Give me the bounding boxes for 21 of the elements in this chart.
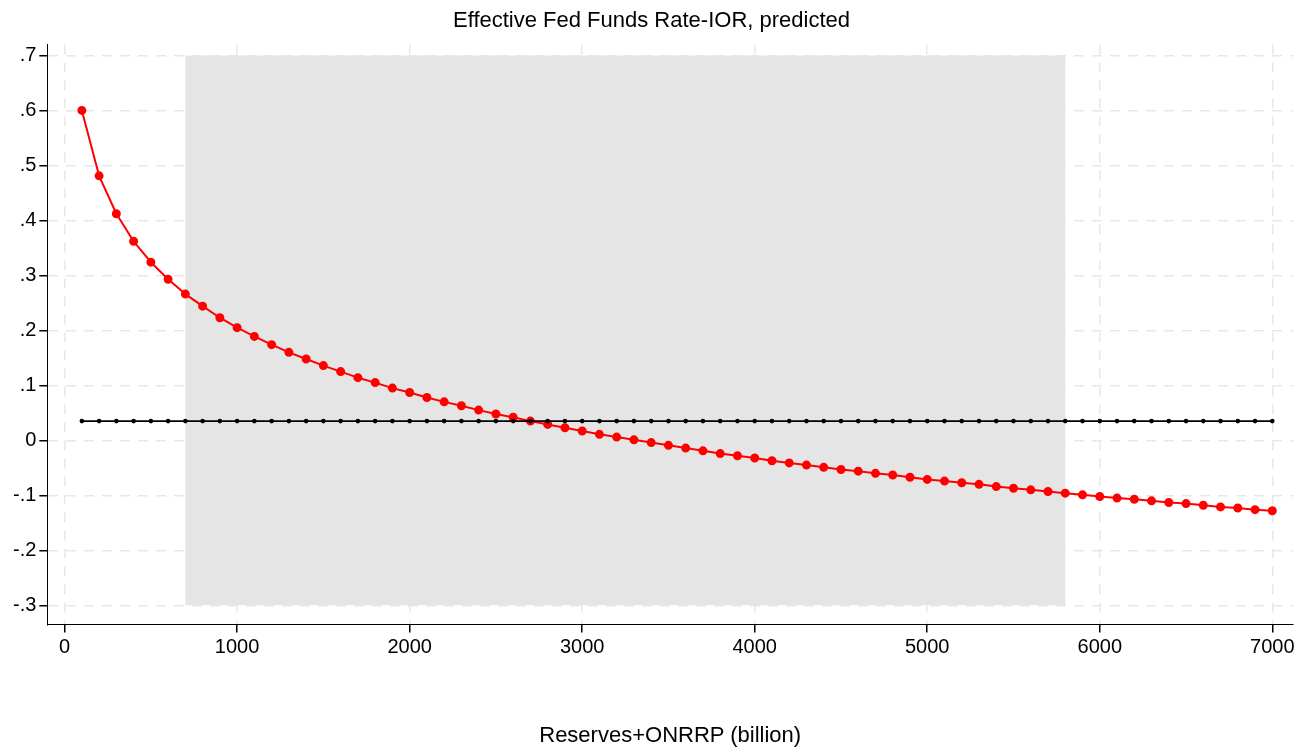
x-tick-label: 4000 xyxy=(732,635,777,658)
y-tick-label: .7 xyxy=(19,42,37,65)
x-tick-label: 6000 xyxy=(1077,635,1123,658)
y-tick-label: -.3 xyxy=(13,592,37,615)
x-tick-label: 7000 xyxy=(1250,635,1295,658)
x-tick-label: 2000 xyxy=(387,635,432,658)
x-axis-title: Reserves+ONRRP (billion) xyxy=(539,721,802,747)
y-tick-label: .4 xyxy=(19,207,37,230)
y-tick-label: .1 xyxy=(19,372,37,395)
y-tick-label: .3 xyxy=(19,262,37,285)
x-tick-label: 3000 xyxy=(559,635,605,658)
x-tick-label: 5000 xyxy=(904,635,950,658)
y-tick-label: .5 xyxy=(19,152,37,175)
x-tick-label: 1000 xyxy=(214,635,260,658)
y-tick-label: .2 xyxy=(19,317,37,340)
y-tick-label: 0 xyxy=(25,427,37,450)
x-tick-label: 0 xyxy=(59,635,71,658)
y-tick-label: -.1 xyxy=(13,482,37,505)
y-tick-label: .6 xyxy=(19,97,37,120)
y-tick-label: -.2 xyxy=(13,537,37,560)
chart-title: Effective Fed Funds Rate-IOR, predicted xyxy=(453,7,850,33)
